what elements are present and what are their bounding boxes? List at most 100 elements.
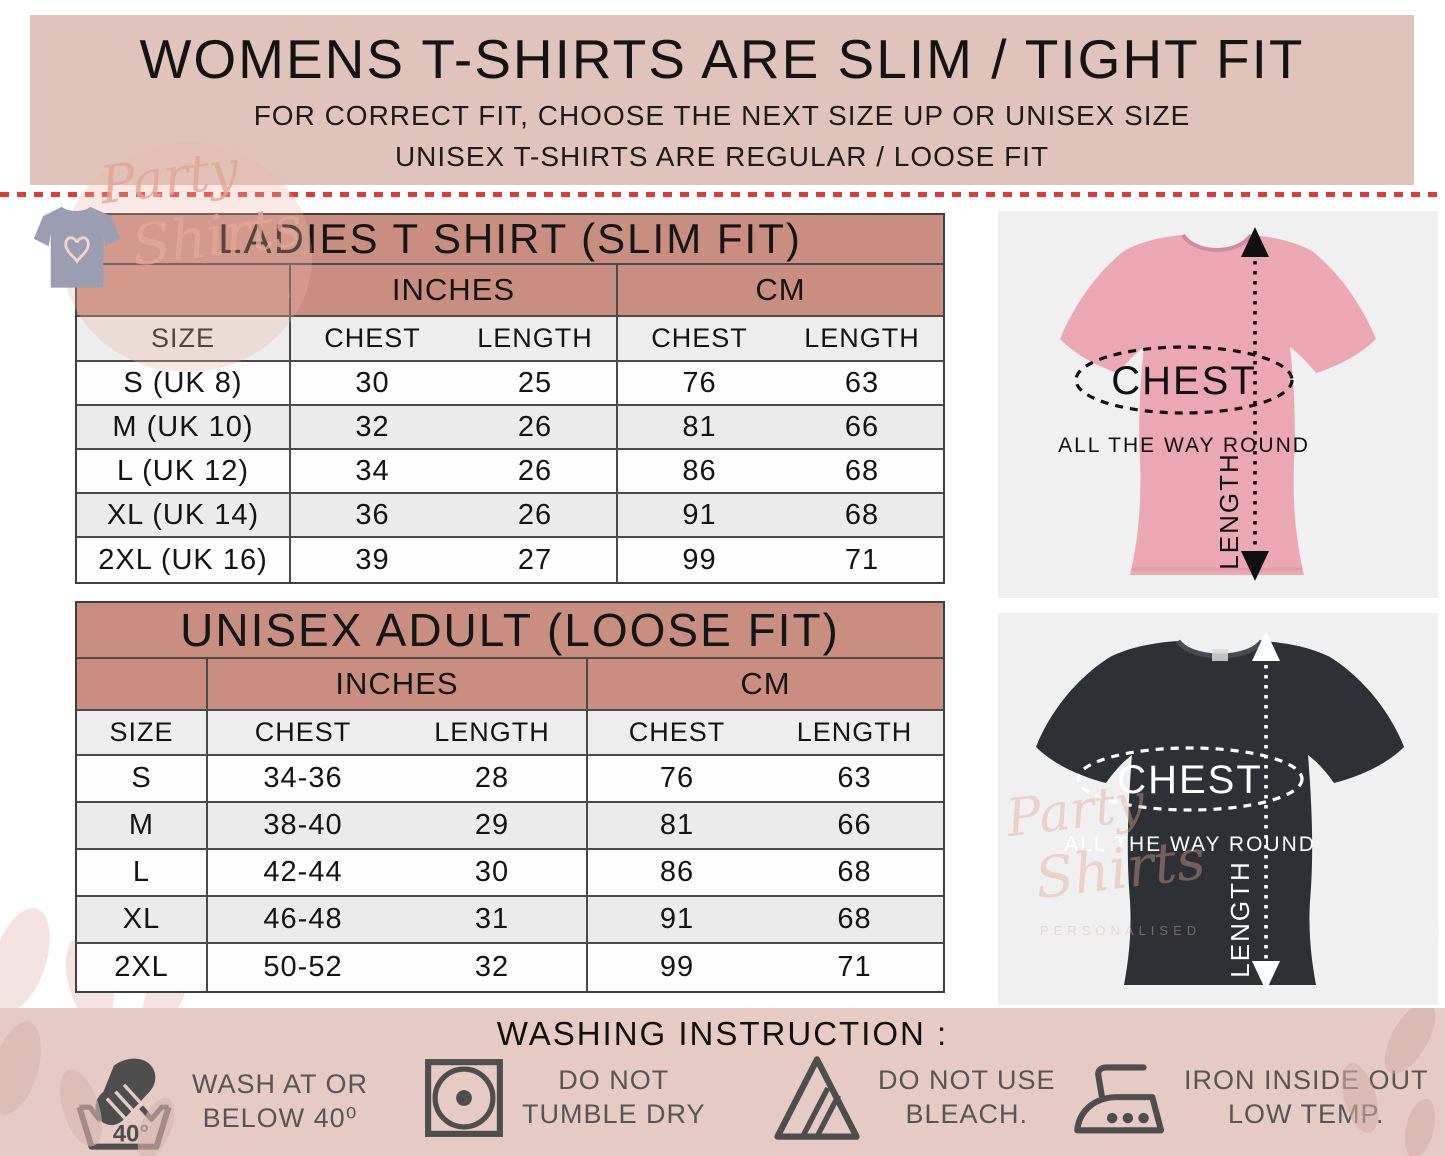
header-title: WOMENS T-SHIRTS ARE SLIM / TIGHT FIT [139,28,1305,90]
hand-glyph [95,1058,156,1126]
in-chest-cell: 34 [291,450,454,492]
unisex-size-col-header: SIZE [77,711,208,754]
wash-label: DO NOT TUMBLE DRY [522,1064,706,1132]
unisex-shirt-measurement-photo: CHEST ALL THE WAY ROUND LENGTH Party Shi… [998,613,1438,1005]
cm-length-cell: 63 [781,362,943,404]
ladies-cm-length-col-header: LENGTH [781,317,943,360]
all-the-way-round-label: ALL THE WAY ROUND [1064,833,1316,856]
cm-length-cell: 71 [781,538,943,582]
in-chest-cell: 46-48 [208,897,398,942]
ladies-column-headers: SIZE CHEST LENGTH CHEST LENGTH [77,317,943,362]
ladies-shirt-measurement-photo: CHEST ALL THE WAY ROUND LENGTH [998,211,1438,598]
ladies-size-col-header: SIZE [77,317,291,360]
table-row: S (UK 8) 30 25 76 63 [77,362,943,406]
in-chest-cell: 50-52 [208,944,398,991]
table-row: S 34-36 28 76 63 [77,756,943,803]
washing-instruction-band: WASHING INSTRUCTION : 40° WASH AT OR BEL… [0,1008,1445,1156]
cm-length-cell: 68 [781,450,943,492]
size-cell: L (UK 12) [77,450,291,492]
size-cell: 2XL [77,944,208,991]
arrowhead-down [1241,551,1269,581]
in-chest-cell: 32 [291,406,454,448]
pink-tshirt-diagram: CHEST ALL THE WAY ROUND LENGTH [1058,227,1376,581]
in-length-cell: 29 [398,803,588,848]
washing-item-bleach: DO NOT USE BLEACH. [772,1054,1056,1142]
unisex-table-title: UNISEX ADULT (LOOSE FIT) [77,603,943,659]
in-length-cell: 30 [398,850,588,895]
in-length-cell: 26 [454,494,618,536]
cm-chest-cell: 81 [618,406,781,448]
table-row: L 42-44 30 86 68 [77,850,943,897]
in-length-cell: 28 [398,756,588,801]
wash-label: DO NOT USE BLEACH. [878,1064,1056,1132]
header-subtitle-2: UNISEX T-SHIRTS ARE REGULAR / LOOSE FIT [394,141,1050,172]
in-length-cell: 31 [398,897,588,942]
length-measurement-annotation: LENGTH [1225,631,1280,991]
pink-tshirt-shape [1060,235,1376,575]
in-length-cell: 26 [454,450,618,492]
in-length-cell: 26 [454,406,618,448]
table-row: 2XL (UK 16) 39 27 99 71 [77,538,943,582]
length-measurement-annotation: LENGTH [1214,227,1269,581]
black-tshirt-diagram: CHEST ALL THE WAY ROUND LENGTH [1036,631,1404,991]
ladies-inches-header: INCHES [291,265,618,315]
in-chest-cell: 38-40 [208,803,398,848]
wash-label-line2: TUMBLE DRY [522,1099,706,1129]
do-not-tumble-dry-icon [425,1059,503,1137]
in-chest-cell: 39 [291,538,454,582]
unisex-cm-chest-col-header: CHEST [588,711,766,754]
cm-chest-cell: 99 [588,944,766,991]
unisex-in-length-col-header: LENGTH [398,711,588,754]
do-not-bleach-icon [774,1056,860,1140]
in-chest-cell: 30 [291,362,454,404]
cm-length-cell: 66 [766,803,943,848]
arrowhead-up [1252,631,1280,661]
size-cell: M [77,803,208,848]
header-banner: WOMENS T-SHIRTS ARE SLIM / TIGHT FIT FOR… [30,15,1414,185]
all-the-way-round-label: ALL THE WAY ROUND [1058,434,1310,457]
cm-chest-cell: 86 [588,850,766,895]
size-cell: S [77,756,208,801]
unisex-cm-length-col-header: LENGTH [766,711,943,754]
unisex-inches-header: INCHES [208,659,588,709]
in-length-cell: 25 [454,362,618,404]
table-row: M (UK 10) 32 26 81 66 [77,406,943,450]
cm-length-cell: 66 [781,406,943,448]
ladies-units-row: INCHES CM [77,265,943,317]
ladies-in-chest-col-header: CHEST [291,317,454,360]
wash-label-line1: DO NOT USE [878,1065,1056,1096]
ladies-cm-chest-col-header: CHEST [618,317,781,360]
ladies-in-length-col-header: LENGTH [454,317,618,360]
table-row: XL 46-48 31 91 68 [77,897,943,944]
unisex-in-chest-col-header: CHEST [208,711,398,754]
leaf-decoration-band-right [1341,1008,1436,1156]
cm-chest-cell: 91 [618,494,781,536]
in-chest-cell: 34-36 [208,756,398,801]
wash-label-line2: BELOW 40⁰ [202,1103,358,1133]
ladies-table-title: LADIES T SHIRT (SLIM FIT) [77,215,943,265]
length-label: LENGTH [1225,860,1255,977]
wash-label-line1: DO NOT [558,1065,670,1096]
washing-item-tumble-dry: DO NOT TUMBLE DRY [422,1056,706,1140]
leaf-decoration-band-left [0,1021,175,1156]
chest-label: CHEST [1117,758,1263,802]
size-cell: S (UK 8) [77,362,291,404]
cm-chest-cell: 86 [618,450,781,492]
washing-instruction-title: WASHING INSTRUCTION : [496,1015,949,1052]
table-row: L (UK 12) 34 26 86 68 [77,450,943,494]
length-label: LENGTH [1214,452,1244,569]
size-cell: L [77,850,208,895]
size-cell: XL [77,897,208,942]
arrowhead-down [1252,961,1280,991]
size-cell: 2XL (UK 16) [77,538,291,582]
cm-length-cell: 63 [766,756,943,801]
unisex-size-table: UNISEX ADULT (LOOSE FIT) INCHES CM SIZE … [75,601,945,993]
iron-inside-out-low-icon [1074,1064,1165,1134]
size-cell: XL (UK 14) [77,494,291,536]
header-subtitle-1: FOR CORRECT FIT, CHOOSE THE NEXT SIZE UP… [253,100,1191,131]
cm-chest-cell: 76 [588,756,766,801]
in-chest-cell: 36 [291,494,454,536]
cm-chest-cell: 76 [618,362,781,404]
chest-measurement-annotation: CHEST ALL THE WAY ROUND [1058,345,1310,457]
